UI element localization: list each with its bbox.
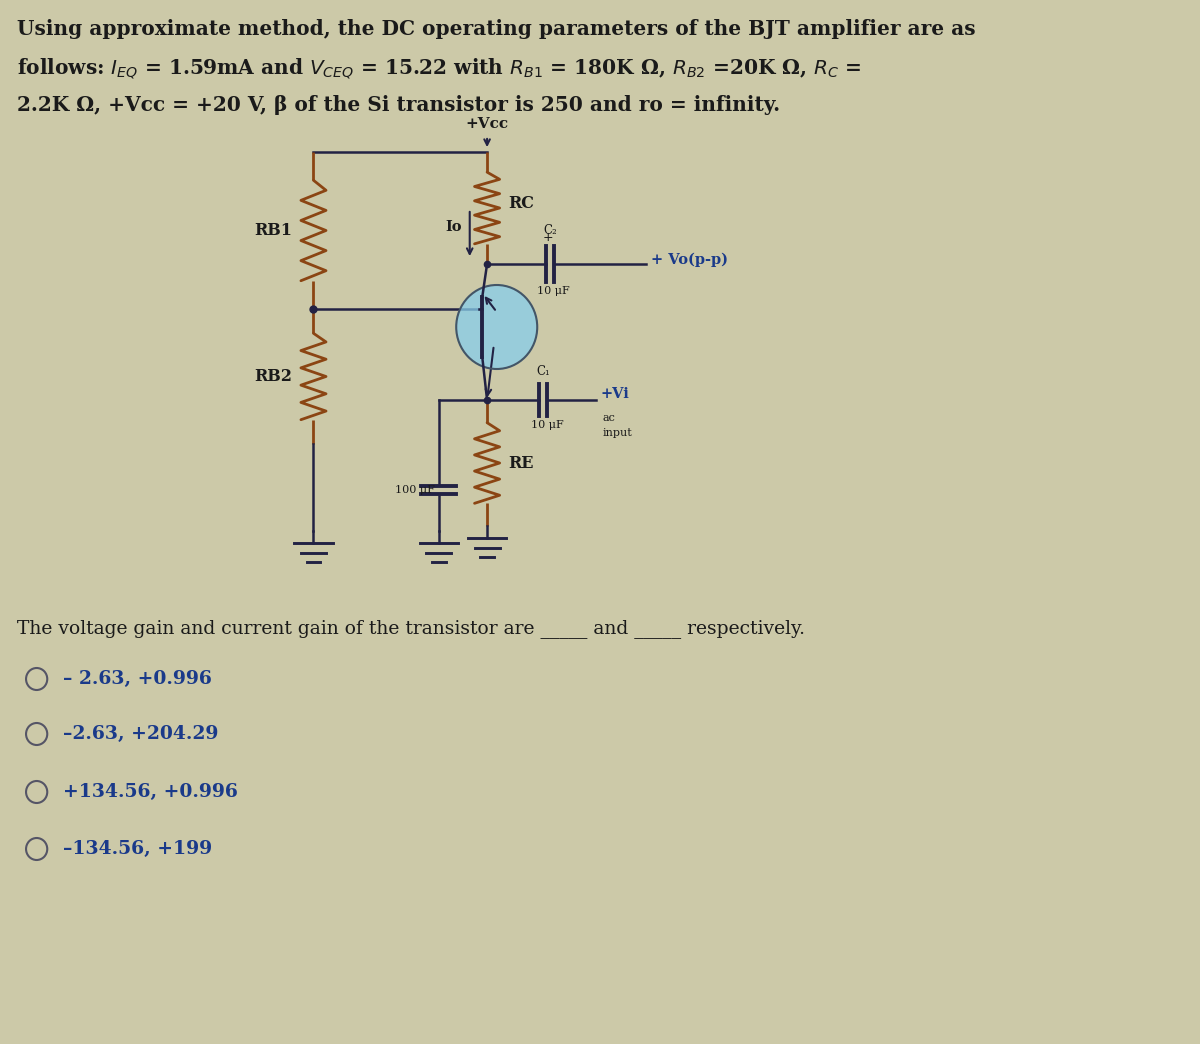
- Text: Using approximate method, the DC operating parameters of the BJT amplifier are a: Using approximate method, the DC operati…: [17, 19, 976, 39]
- Text: +Vcc: +Vcc: [466, 117, 509, 130]
- Text: C₂: C₂: [542, 224, 557, 237]
- Text: RB2: RB2: [254, 367, 293, 385]
- Text: 2.2K Ω, +Vcc = +20 V, β of the Si transistor is 250 and ro = infinity.: 2.2K Ω, +Vcc = +20 V, β of the Si transi…: [17, 95, 780, 115]
- Text: 10 μF: 10 μF: [530, 420, 563, 430]
- Text: Io: Io: [445, 219, 462, 234]
- Text: The voltage gain and current gain of the transistor are _____ and _____ respecti: The voltage gain and current gain of the…: [17, 619, 805, 638]
- Text: – 2.63, +0.996: – 2.63, +0.996: [62, 670, 211, 688]
- Text: RB1: RB1: [254, 222, 293, 239]
- Text: –2.63, +204.29: –2.63, +204.29: [62, 725, 218, 743]
- Text: ac: ac: [602, 413, 616, 423]
- Text: +Vi: +Vi: [601, 387, 630, 401]
- Text: RE: RE: [509, 454, 534, 472]
- Text: input: input: [602, 428, 632, 438]
- Text: C₁: C₁: [536, 365, 550, 378]
- Text: +: +: [542, 231, 553, 244]
- Circle shape: [456, 285, 538, 369]
- Text: follows: $\mathit{I}_{EQ}$ = 1.59mA and $\mathit{V}_{CEQ}$ = 15.22 with $R_{B1}$: follows: $\mathit{I}_{EQ}$ = 1.59mA and …: [17, 57, 862, 81]
- Text: +134.56, +0.996: +134.56, +0.996: [62, 783, 238, 801]
- Text: –134.56, +199: –134.56, +199: [62, 840, 212, 858]
- Text: + Vo(p-p): + Vo(p-p): [652, 253, 728, 267]
- Text: 10 μF: 10 μF: [538, 286, 570, 296]
- Text: 100 μF: 100 μF: [395, 485, 434, 495]
- Text: RC: RC: [509, 194, 534, 212]
